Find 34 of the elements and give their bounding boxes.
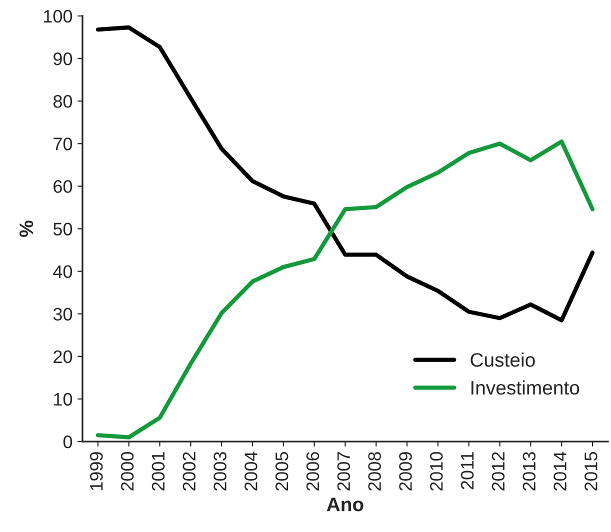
y-tick-label: 0 (63, 435, 72, 448)
y-tick-label: 10 (54, 392, 72, 406)
y-tick-label: 100 (44, 10, 72, 23)
x-tick-label: 2006 (306, 452, 320, 491)
line-series (96, 25, 595, 322)
y-tick-label: 90 (54, 52, 72, 66)
x-tick-label: 2009 (399, 452, 412, 491)
x-tick-label: 2000 (120, 452, 134, 491)
x-tick-label: 2014 (554, 452, 566, 491)
x-tick-label: 1999 (90, 452, 103, 490)
x-tick-label: 2004 (244, 452, 258, 491)
x-tick-label: 2008 (368, 452, 381, 491)
legend-label: Investimento (472, 380, 580, 395)
y-tick-label: 50 (53, 222, 72, 236)
x-axis-title: Ano (326, 498, 364, 512)
x-tick-label: 2012 (492, 452, 505, 491)
y-tick-label: 70 (54, 138, 72, 150)
x-tick-label: 2007 (337, 452, 350, 491)
y-tick-label: 20 (54, 350, 72, 364)
x-tick-label: 2001 (152, 452, 165, 491)
y-tick-label: 30 (53, 308, 72, 321)
y-tick-label: 40 (53, 265, 72, 278)
x-tick-label: 2013 (522, 452, 536, 491)
x-tick-label: 2010 (430, 452, 443, 491)
legend-label: Custeio (470, 352, 535, 367)
x-tick-label: 2015 (584, 452, 598, 491)
y-tick-label: 80 (53, 95, 72, 108)
y-tick-label: 60 (54, 180, 72, 193)
y-axis-title: % (20, 220, 34, 237)
line-series (96, 139, 595, 440)
x-tick-label: 2003 (214, 452, 226, 491)
x-tick-label: 2005 (275, 452, 288, 491)
x-tick-label: 2002 (182, 452, 196, 491)
x-tick-label: 2011 (460, 452, 474, 490)
